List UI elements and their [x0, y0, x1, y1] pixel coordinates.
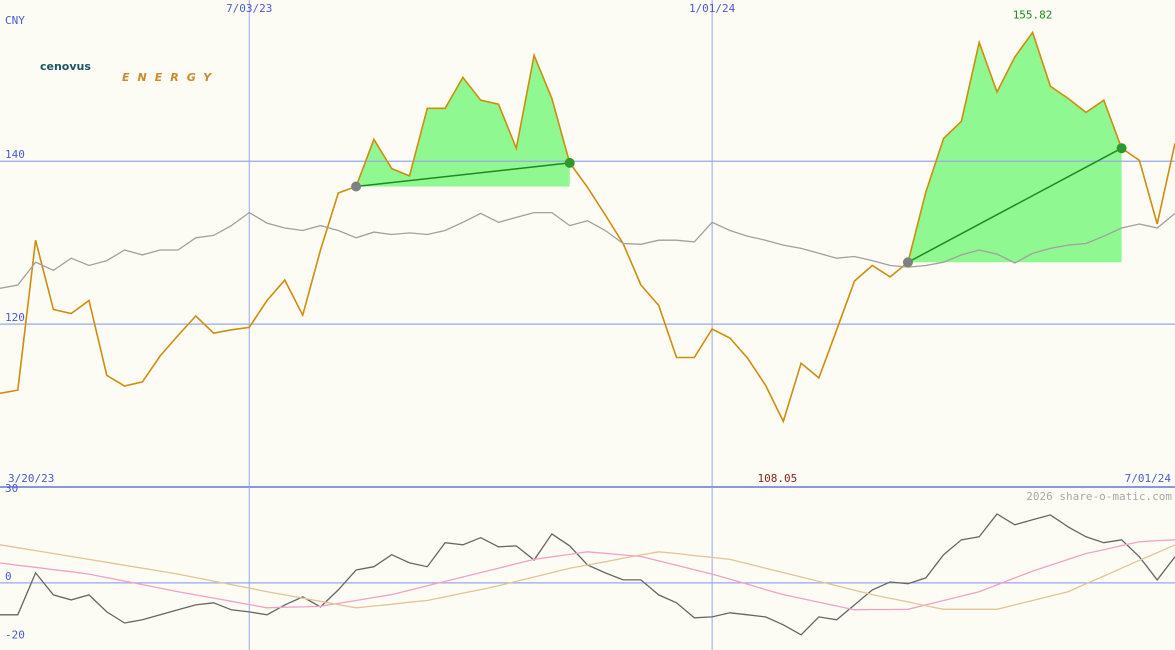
series-line: [0, 539, 1175, 611]
y-tick-label: 0: [5, 570, 12, 583]
x-tick-label: 7/03/23: [226, 2, 272, 15]
trade-line: [355, 162, 570, 188]
trade-entry: [351, 181, 362, 192]
low-label: 108.05: [757, 472, 797, 485]
logo-name: cenovus: [40, 60, 91, 73]
period-start: 3/20/23: [8, 472, 54, 485]
series-line: [0, 211, 1175, 289]
series-line: [0, 30, 1175, 424]
y-tick-label: 120: [5, 311, 25, 324]
trade-entry: [902, 257, 913, 268]
y-tick-label: -20: [5, 628, 25, 641]
series-line: [0, 544, 1175, 610]
trade-exit: [564, 157, 575, 168]
trade-exit: [1116, 143, 1127, 154]
logo-tagline: ENERGY: [122, 71, 219, 84]
trade-line: [907, 147, 1122, 263]
watermark: 2026 share-o-matic.com: [1026, 490, 1172, 503]
y-tick-label: 140: [5, 148, 25, 161]
period-end: 7/01/24: [1125, 472, 1172, 485]
x-tick-label: 1/01/24: [689, 2, 736, 15]
trade-area: [907, 32, 1122, 263]
y-axis-label: CNY: [5, 14, 25, 27]
trade-area: [356, 55, 570, 187]
high-label: 155.82: [1013, 8, 1053, 21]
y-tick-label: 30: [5, 482, 18, 495]
